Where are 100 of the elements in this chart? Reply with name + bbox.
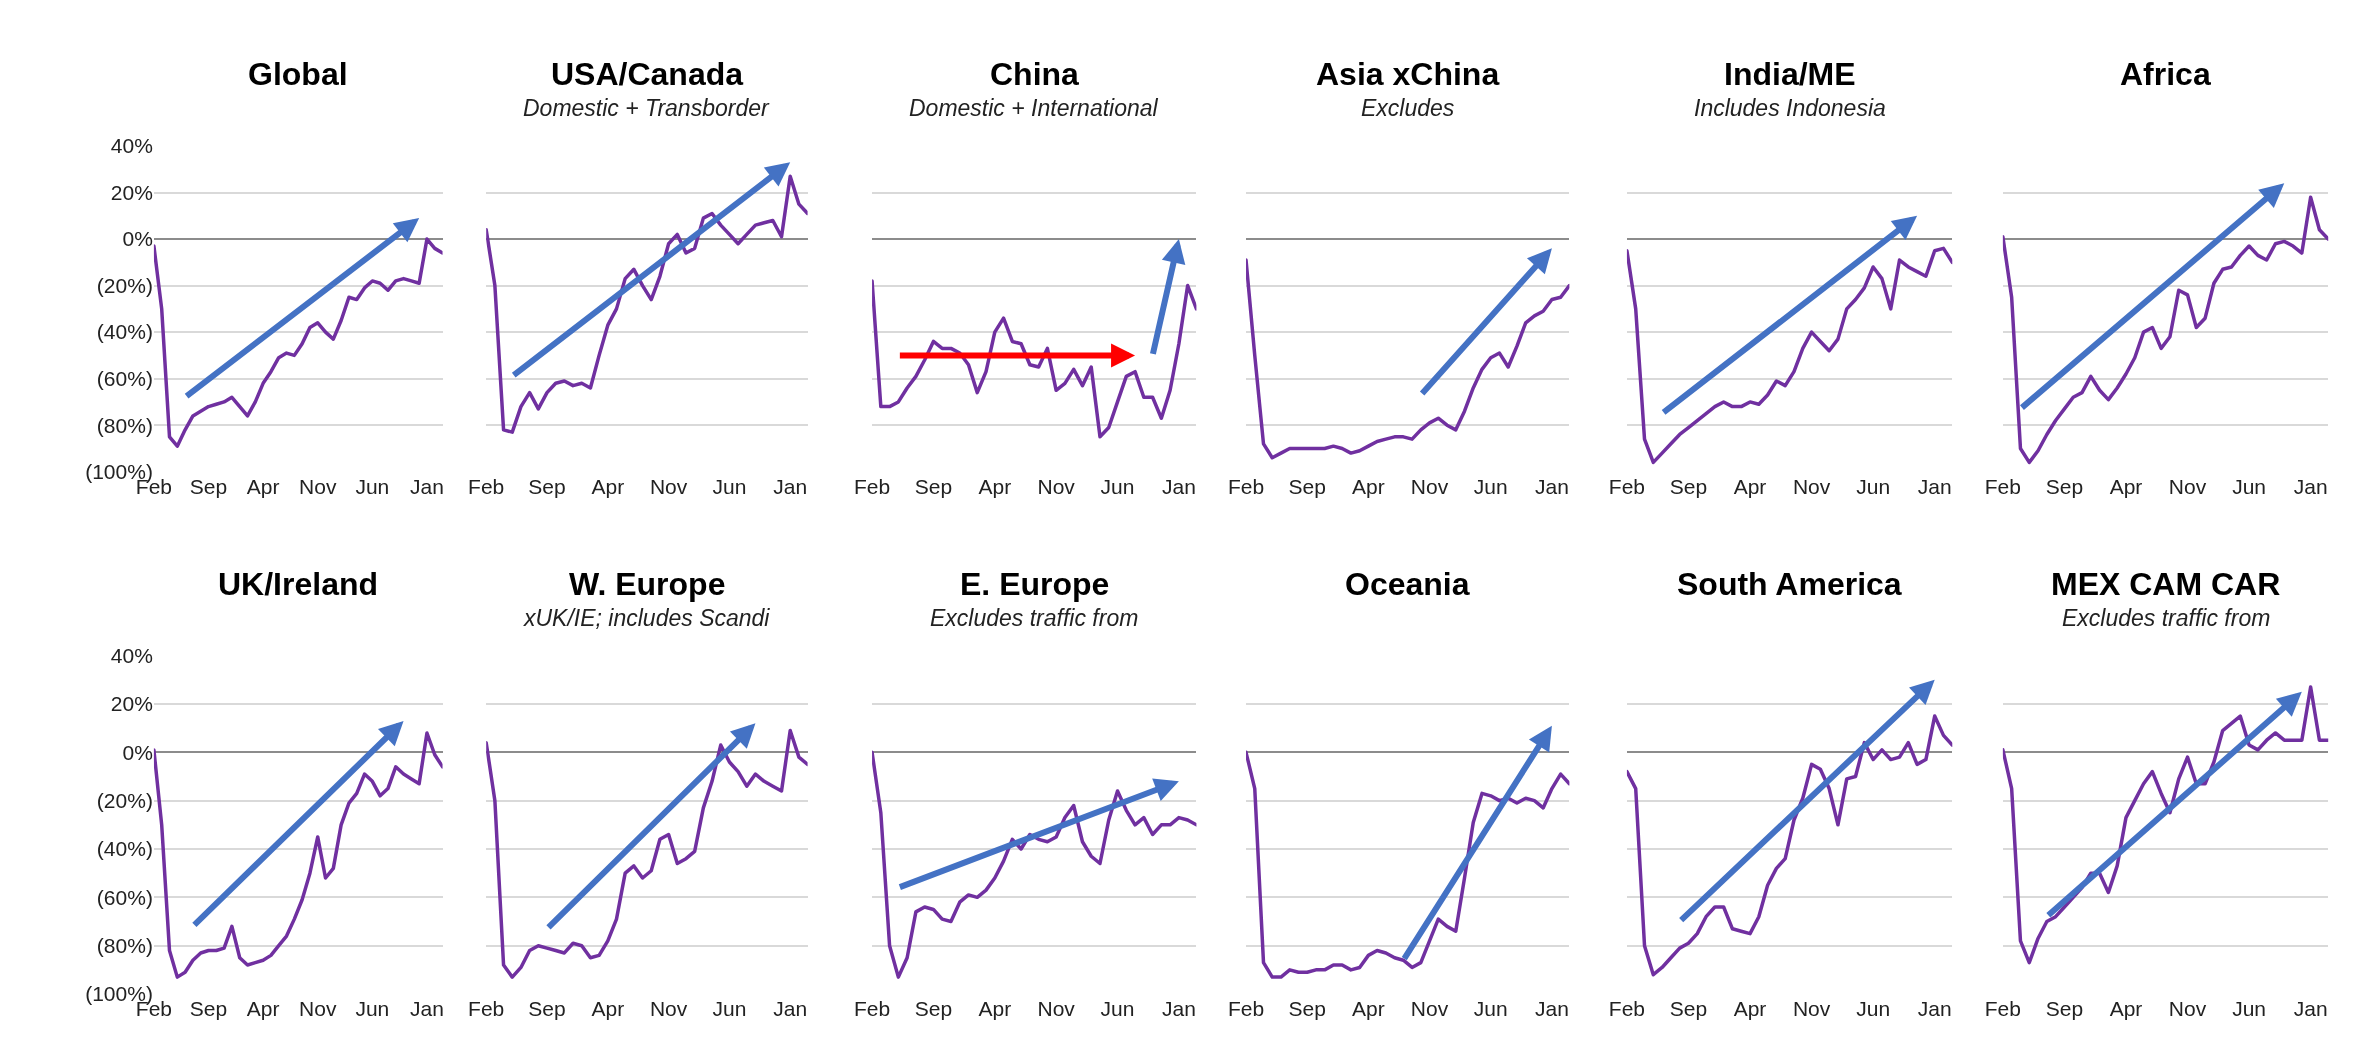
x-tick-label: Jan	[1161, 997, 1196, 1021]
chart-title: E. Europe	[960, 566, 1110, 602]
x-tick-label: Nov	[2168, 997, 2207, 1021]
chart-subtitle: Excludes	[1361, 95, 1455, 121]
x-tick-label: Jan	[773, 997, 808, 1021]
x-tick-label: Jun	[1473, 997, 1508, 1021]
x-tick-label: Apr	[246, 997, 280, 1021]
x-tick-label: Sep	[528, 474, 566, 498]
x-tick-label: Feb	[1608, 474, 1646, 498]
line-series	[153, 237, 443, 448]
x-tick-label: Jun	[2232, 474, 2266, 498]
x-tick-label: Jan	[2293, 474, 2328, 498]
x-tick-label: Nov	[1037, 997, 1076, 1021]
x-tick-label: Apr	[591, 474, 625, 498]
x-tick-label: Jun	[1856, 997, 1891, 1021]
x-tick-label: Feb	[468, 474, 505, 498]
chart-title: Oceania	[1345, 566, 1470, 602]
chart-title: Global	[248, 56, 348, 92]
x-tick-label: Jun	[712, 997, 747, 1021]
x-tick-label: Jun	[355, 474, 390, 498]
x-tick-label: Nov	[1037, 474, 1076, 498]
x-tick-label: Sep	[1288, 474, 1326, 498]
x-tick-label: Feb	[1227, 474, 1265, 498]
x-tick-label: Jun	[1856, 474, 1891, 498]
x-tick-label: Nov	[1410, 997, 1449, 1021]
x-tick-label: Apr	[1352, 997, 1385, 1021]
x-tick-label: Nov	[1410, 474, 1449, 498]
x-tick-label: Apr	[1733, 474, 1767, 498]
chart-title: Asia xChina	[1316, 56, 1500, 92]
x-tick-label: Jun	[355, 997, 390, 1021]
x-tick-label: Sep	[189, 474, 228, 498]
y-tick-label: (40%)	[96, 320, 153, 344]
x-tick-label: Jun	[1100, 997, 1135, 1021]
y-tick-label: 0%	[122, 740, 153, 764]
x-tick-label: Jan	[410, 997, 444, 1021]
x-tick-label: Feb	[468, 997, 505, 1021]
x-tick-label: Nov	[1792, 997, 1831, 1021]
x-tick-label: Apr	[1733, 997, 1767, 1021]
x-tick-label: Jun	[2232, 997, 2266, 1021]
x-tick-label: Sep	[528, 997, 566, 1021]
chart-subtitle: Includes Indonesia	[1694, 95, 1886, 121]
chart-title: W. Europe	[569, 566, 726, 602]
x-tick-label: Sep	[1288, 997, 1326, 1021]
x-tick-label: Feb	[853, 474, 891, 498]
x-tick-label: Nov	[1792, 474, 1831, 498]
x-tick-label: Jan	[1917, 997, 1952, 1021]
y-tick-label: 40%	[110, 643, 153, 667]
y-tick-label: 20%	[110, 692, 153, 716]
chart-title: MEX CAM CAR	[2051, 566, 2281, 602]
chart-title: India/ME	[1724, 56, 1856, 92]
x-tick-label: Feb	[1984, 474, 2021, 498]
x-tick-label: Nov	[2168, 474, 2207, 498]
y-tick-label: (40%)	[96, 837, 153, 861]
x-tick-label: Jun	[712, 474, 747, 498]
x-tick-label: Feb	[1608, 997, 1646, 1021]
x-tick-label: Sep	[189, 997, 228, 1021]
x-tick-label: Sep	[1669, 474, 1708, 498]
x-tick-label: Feb	[1227, 997, 1265, 1021]
x-tick-label: Jan	[410, 474, 444, 498]
y-tick-label: 40%	[110, 134, 153, 158]
y-tick-label: (20%)	[96, 273, 153, 297]
x-tick-label: Apr	[978, 474, 1012, 498]
x-tick-label: Apr	[246, 474, 280, 498]
x-tick-label: Sep	[2045, 474, 2084, 498]
x-tick-label: Jan	[1917, 474, 1952, 498]
chart-title: USA/Canada	[551, 56, 744, 92]
chart-subtitle: Domestic + Transborder	[523, 95, 770, 121]
x-tick-label: Sep	[2045, 997, 2084, 1021]
y-tick-label: (60%)	[96, 367, 153, 391]
y-tick-label: 0%	[122, 227, 153, 251]
x-tick-label: Apr	[591, 997, 625, 1021]
x-tick-label: Jan	[2293, 997, 2328, 1021]
chart-title: Africa	[2120, 56, 2211, 92]
chart-subtitle: Excludes traffic from	[2062, 605, 2271, 631]
x-tick-label: Jan	[773, 474, 808, 498]
y-tick-label: (60%)	[96, 885, 153, 909]
x-tick-label: Apr	[1352, 474, 1385, 498]
chart-subtitle: Domestic + International	[909, 95, 1159, 121]
x-tick-label: Nov	[299, 474, 337, 498]
chart-title: China	[990, 56, 1080, 92]
y-tick-label: 20%	[110, 180, 153, 204]
x-tick-label: Apr	[2109, 474, 2143, 498]
x-tick-label: Jun	[1473, 474, 1508, 498]
line-series	[153, 731, 443, 979]
x-tick-label: Jan	[1161, 474, 1196, 498]
x-tick-label: Sep	[914, 997, 953, 1021]
x-tick-label: Apr	[978, 997, 1012, 1021]
x-tick-label: Feb	[1984, 997, 2021, 1021]
x-tick-label: Sep	[1669, 997, 1708, 1021]
y-tick-label: (80%)	[96, 413, 153, 437]
x-tick-label: Sep	[914, 474, 953, 498]
chart-subtitle: xUK/IE; includes Scandi	[523, 605, 771, 631]
x-tick-label: Jan	[1534, 997, 1569, 1021]
y-tick-label: (80%)	[96, 934, 153, 958]
x-tick-label: Apr	[2109, 997, 2143, 1021]
chart-title: UK/Ireland	[218, 566, 379, 602]
chart-title: South America	[1677, 566, 1902, 602]
x-tick-label: Nov	[299, 997, 337, 1021]
x-tick-label: Nov	[649, 997, 688, 1021]
x-tick-label: Nov	[649, 474, 688, 498]
